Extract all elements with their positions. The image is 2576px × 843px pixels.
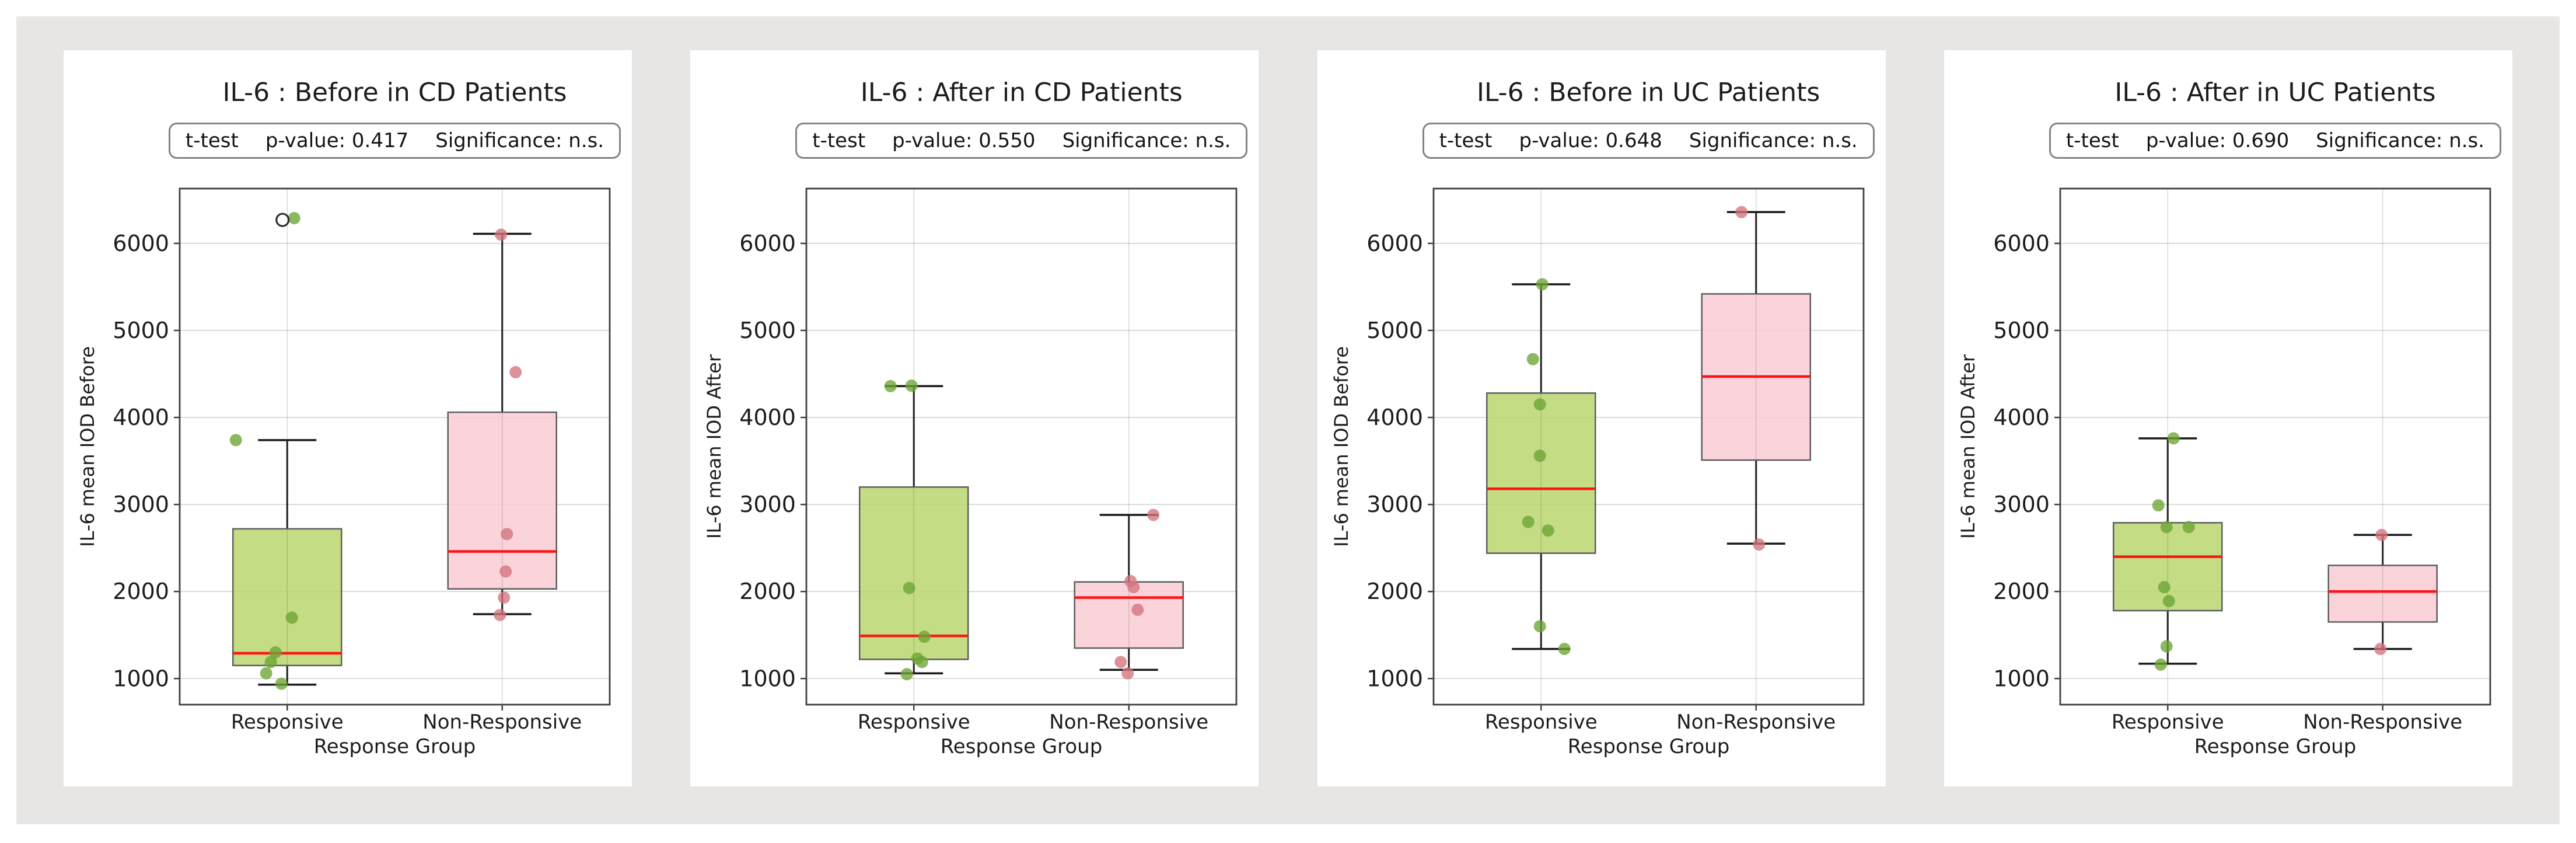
stats-p-value: p-value: 0.690 — [2145, 129, 2290, 152]
svg-text:1000: 1000 — [740, 666, 796, 691]
stats-box: t-test p-value: 0.417 Significance: n.s. — [168, 123, 621, 159]
stats-row: t-test p-value: 0.417 Significance: n.s. — [168, 123, 621, 159]
svg-text:5000: 5000 — [113, 318, 169, 343]
stats-box: t-test p-value: 0.648 Significance: n.s. — [1422, 123, 1875, 159]
svg-text:4000: 4000 — [1366, 405, 1423, 430]
svg-text:4000: 4000 — [113, 405, 169, 430]
svg-text:3000: 3000 — [1366, 492, 1423, 517]
svg-text:3000: 3000 — [113, 492, 169, 517]
svg-text:Non-Responsive: Non-Responsive — [1676, 710, 1836, 734]
svg-text:Responsive: Responsive — [1484, 710, 1597, 734]
svg-text:1000: 1000 — [1993, 666, 2050, 691]
stats-test-label: t-test — [185, 129, 239, 152]
svg-text:6000: 6000 — [1366, 231, 1423, 256]
panel-card-before-cd: 1000 2000 3000 4000 5000 6000 Responsive Non-Re… — [64, 50, 632, 786]
panel-title: IL-6 : Before in UC Patients — [1476, 78, 1820, 107]
svg-text:1000: 1000 — [113, 666, 169, 691]
svg-text:Non-Responsive: Non-Responsive — [422, 710, 582, 734]
stats-test-label: t-test — [812, 129, 866, 152]
svg-text:IL-6 mean IOD After: IL-6 mean IOD After — [1957, 354, 1979, 539]
svg-text:Responsive: Responsive — [231, 710, 344, 734]
svg-text:IL-6 mean IOD Before: IL-6 mean IOD Before — [1330, 346, 1352, 547]
svg-text:Response Group: Response Group — [314, 735, 476, 758]
svg-text:Response Group: Response Group — [941, 735, 1103, 758]
svg-text:5000: 5000 — [740, 318, 796, 343]
panel-grid: 1000 2000 3000 4000 5000 6000 Responsive Non-Re… — [16, 16, 2560, 824]
svg-text:2000: 2000 — [1366, 579, 1423, 604]
stats-row: t-test p-value: 0.690 Significance: n.s. — [2049, 123, 2502, 159]
svg-text:2000: 2000 — [740, 579, 796, 604]
panel-card-after-cd: 1000 2000 3000 4000 5000 6000 Responsive Non-Re… — [690, 50, 1259, 786]
svg-text:Response Group: Response Group — [1567, 735, 1729, 758]
panel-title: IL-6 : After in UC Patients — [2114, 78, 2436, 107]
svg-text:4000: 4000 — [740, 405, 796, 430]
stats-row: t-test p-value: 0.550 Significance: n.s. — [795, 123, 1248, 159]
svg-text:IL-6 mean IOD Before: IL-6 mean IOD Before — [76, 346, 99, 547]
boxplot-canvas-after-uc: 1000 2000 3000 4000 5000 6000 Responsive Non-Re… — [1944, 50, 2512, 786]
svg-text:Non-Responsive: Non-Responsive — [2303, 710, 2462, 734]
panel-title: IL-6 : Before in CD Patients — [222, 78, 567, 107]
stats-test-label: t-test — [2065, 129, 2119, 152]
stats-p-value: p-value: 0.648 — [1519, 129, 1662, 152]
stats-box: t-test p-value: 0.690 Significance: n.s. — [2049, 123, 2502, 159]
boxplot-canvas-before-cd: 1000 2000 3000 4000 5000 6000 Responsive Non-Re… — [64, 50, 632, 786]
svg-text:5000: 5000 — [1366, 318, 1423, 343]
panel-card-after-uc: 1000 2000 3000 4000 5000 6000 Responsive Non-Re… — [1944, 50, 2512, 786]
svg-text:1000: 1000 — [1366, 666, 1423, 691]
stats-row: t-test p-value: 0.648 Significance: n.s. — [1422, 123, 1875, 159]
svg-text:Response Group: Response Group — [2194, 735, 2357, 758]
stats-significance: Significance: n.s. — [1062, 129, 1231, 152]
stats-test-label: t-test — [1439, 129, 1493, 152]
stats-significance: Significance: n.s. — [2316, 129, 2485, 152]
svg-text:5000: 5000 — [1993, 318, 2050, 343]
svg-text:IL-6 mean IOD After: IL-6 mean IOD After — [703, 354, 725, 539]
svg-text:3000: 3000 — [1993, 492, 2050, 517]
svg-text:Responsive: Responsive — [858, 710, 970, 734]
svg-text:2000: 2000 — [113, 579, 169, 604]
boxplot-canvas-after-cd: 1000 2000 3000 4000 5000 6000 Responsive Non-Re… — [690, 50, 1259, 786]
svg-text:3000: 3000 — [740, 492, 796, 517]
svg-text:6000: 6000 — [740, 231, 796, 256]
svg-text:Responsive: Responsive — [2112, 710, 2224, 734]
svg-text:2000: 2000 — [1993, 579, 2050, 604]
svg-text:6000: 6000 — [1993, 231, 2050, 256]
boxplot-canvas-before-uc: 1000 2000 3000 4000 5000 6000 Responsive Non-Re… — [1317, 50, 1886, 786]
svg-text:4000: 4000 — [1993, 405, 2050, 430]
stats-significance: Significance: n.s. — [1689, 129, 1858, 152]
panel-card-before-uc: 1000 2000 3000 4000 5000 6000 Responsive Non-Re… — [1317, 50, 1886, 786]
svg-text:Non-Responsive: Non-Responsive — [1050, 710, 1209, 734]
stats-p-value: p-value: 0.550 — [892, 129, 1036, 152]
stats-significance: Significance: n.s. — [435, 129, 604, 152]
stats-box: t-test p-value: 0.550 Significance: n.s. — [795, 123, 1248, 159]
panel-title: IL-6 : After in CD Patients — [860, 78, 1183, 107]
stats-p-value: p-value: 0.417 — [265, 129, 409, 152]
svg-text:6000: 6000 — [113, 231, 169, 256]
